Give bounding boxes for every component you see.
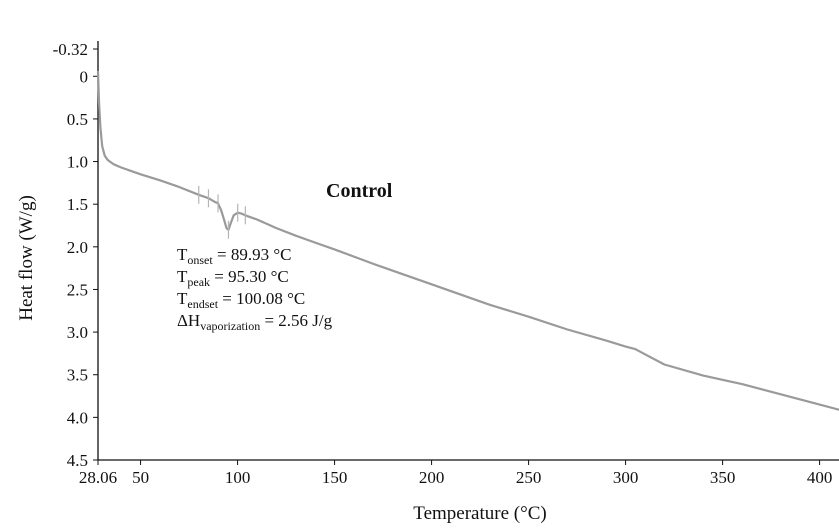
x-tick-label: 28.06 (79, 468, 117, 487)
x-tick-label: 200 (419, 468, 445, 487)
x-axis-title: Temperature (°C) (413, 503, 546, 524)
x-tick-label: 50 (132, 468, 149, 487)
y-tick-label: 2.0 (67, 238, 88, 257)
y-tick-label: -0.32 (53, 40, 88, 59)
annotation-line: ΔHvaporization = 2.56 J/g (177, 311, 333, 333)
annotation-line: Tendset = 100.08 °C (177, 289, 305, 311)
marker-ticks (198, 185, 246, 239)
x-tick-label: 350 (710, 468, 736, 487)
y-tick-label: 2.5 (67, 280, 88, 299)
y-tick-label: 3.0 (67, 323, 88, 342)
y-tick-label: 1.0 (67, 153, 88, 172)
x-tick-label: 150 (322, 468, 348, 487)
ticks: -0.32 0 0.5 1.0 1.5 2.0 2.5 3.0 3.5 4.0 4.528.06 50… (53, 40, 833, 487)
annotation-line: Tpeak = 95.30 °C (177, 267, 289, 289)
chart-title: Control (326, 180, 393, 202)
heat-flow-curve (96, 70, 839, 411)
y-tick-label: 1.5 (67, 195, 88, 214)
x-tick-label: 100 (225, 468, 251, 487)
y-tick-label: 4.5 (67, 451, 88, 470)
x-tick-label: 400 (807, 468, 833, 487)
y-tick-label: 0.5 (67, 110, 88, 129)
y-tick-label: 3.5 (67, 366, 88, 385)
y-tick-label: 0 (80, 67, 89, 86)
series (96, 70, 839, 411)
annotation-line: Tonset = 89.93 °C (177, 245, 291, 267)
y-axis-title: Heat flow (W/g) (16, 195, 37, 321)
x-tick-label: 250 (516, 468, 542, 487)
axes (97, 41, 839, 461)
x-tick-label: 300 (613, 468, 639, 487)
y-tick-label: 4.0 (67, 408, 88, 427)
